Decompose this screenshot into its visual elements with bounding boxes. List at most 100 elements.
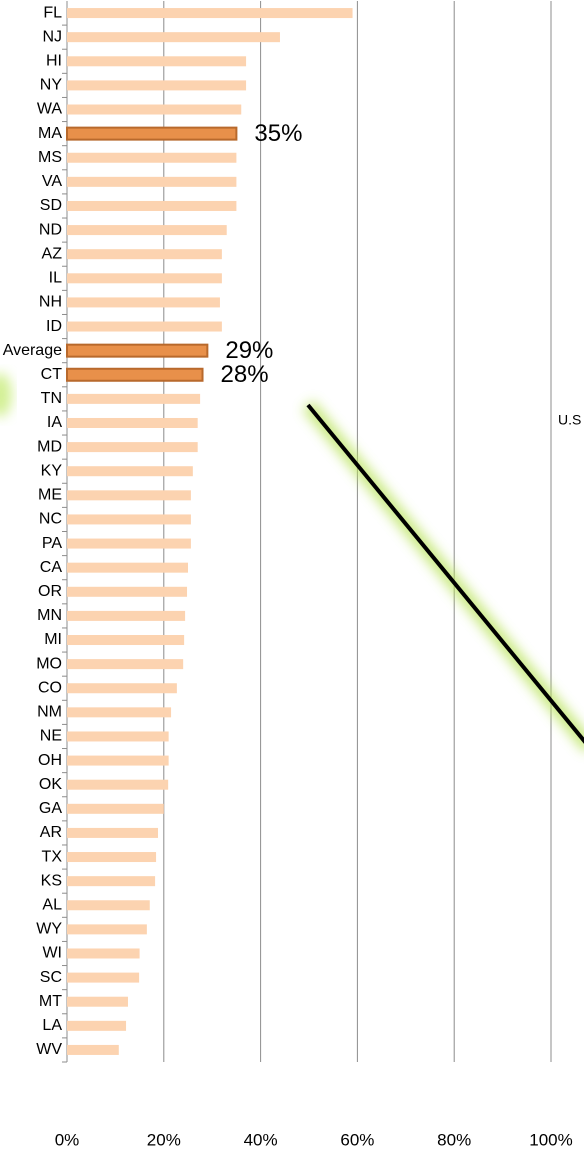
y-tick-label: SD [40, 197, 62, 214]
y-tick-label: OK [39, 776, 62, 793]
y-tick-label: MI [44, 631, 62, 648]
bar [67, 972, 140, 983]
bar [67, 562, 188, 573]
bar [67, 924, 147, 935]
bar [67, 996, 128, 1007]
bar [66, 126, 238, 141]
bar [67, 731, 169, 742]
bar [67, 80, 247, 91]
y-tick-label: CO [38, 679, 62, 696]
y-tick-label: WY [36, 921, 62, 938]
y-tick-label: NJ [42, 28, 62, 45]
bar [67, 297, 220, 308]
bar [67, 755, 169, 766]
bar [67, 176, 237, 187]
bar [67, 249, 222, 260]
x-tick-label: 80% [437, 1130, 471, 1149]
y-tick-label: KY [41, 462, 63, 479]
bar [67, 779, 169, 790]
y-tick-label: TN [41, 390, 62, 407]
y-tick-label: WA [37, 101, 63, 118]
bar [66, 343, 209, 358]
bar [67, 876, 156, 887]
x-tick-label: 0% [55, 1130, 80, 1149]
bar [67, 225, 227, 236]
data-label: 29% [225, 337, 273, 364]
bar [67, 490, 191, 501]
y-tick-label: MD [37, 438, 62, 455]
y-tick-label: NY [40, 77, 63, 94]
y-tick-label: VA [42, 173, 62, 190]
y-tick-label: HI [46, 53, 62, 70]
x-tick-label: 40% [244, 1130, 278, 1149]
y-tick-label: AZ [42, 245, 63, 262]
bar [67, 417, 198, 428]
bar [67, 200, 237, 211]
x-tick-label: 20% [147, 1130, 181, 1149]
bar [67, 393, 201, 404]
y-tick-label: OR [38, 583, 62, 600]
y-tick-label: MO [36, 655, 62, 672]
y-tick-label: WV [36, 1041, 62, 1058]
bar [67, 803, 164, 814]
y-tick-label: ID [46, 318, 62, 335]
bar [67, 586, 188, 597]
bar [67, 442, 198, 453]
glow-shape [0, 373, 12, 417]
y-tick-label: AL [42, 896, 62, 913]
bar [67, 56, 247, 67]
y-tick-label: TX [42, 848, 63, 865]
y-tick-label: CA [40, 559, 63, 576]
plot: 0% 20% 40% 60% 80% 100% FL NJ HI NY WA MA 35% MS VA SD N… [0, 1, 573, 1149]
bar [67, 707, 172, 718]
bar [67, 514, 191, 525]
y-tick-label: WI [42, 945, 62, 962]
bar [67, 683, 177, 694]
bar [67, 466, 193, 477]
bar [67, 104, 242, 115]
bar [67, 610, 186, 621]
bar [67, 1044, 119, 1055]
x-tick-label: 100% [529, 1130, 572, 1149]
y-tick-label: OH [38, 752, 62, 769]
bar [67, 635, 185, 646]
bar [67, 152, 237, 163]
bar [67, 948, 140, 959]
data-label: 35% [254, 120, 302, 147]
y-tick-label: KS [41, 872, 62, 889]
y-tick-label: GA [39, 800, 62, 817]
bar [67, 32, 280, 43]
y-tick-label: IA [47, 414, 62, 431]
bar [67, 1020, 127, 1031]
y-tick-label: NM [37, 704, 62, 721]
y-tick-label: CT [41, 366, 63, 383]
y-tick-label: NE [40, 728, 62, 745]
bar [67, 659, 184, 670]
bar [66, 367, 204, 382]
bar [67, 852, 157, 863]
y-tick-label: LA [42, 1017, 62, 1034]
y-tick-label: SC [40, 969, 62, 986]
bar [67, 900, 150, 911]
y-tick-label: ME [38, 487, 62, 504]
bar [67, 827, 158, 838]
bar [67, 273, 222, 284]
y-tick-label: U.S. Average [0, 342, 62, 359]
y-tick-label: ND [39, 221, 62, 238]
y-tick-label: MN [37, 607, 62, 624]
y-tick-label: MA [38, 125, 62, 142]
x-tick-label: 60% [340, 1130, 374, 1149]
annotation: U.S [558, 412, 581, 428]
y-tick-label: AR [40, 824, 62, 841]
y-tick-label: MT [39, 993, 62, 1010]
bar [67, 321, 222, 332]
y-tick-label: IL [49, 270, 62, 287]
bar [67, 8, 353, 19]
y-tick-label: FL [43, 4, 62, 21]
bar [67, 538, 191, 549]
pointer-line [306, 403, 584, 744]
y-tick-label: NC [39, 511, 62, 528]
y-tick-label: MS [38, 149, 62, 166]
data-label: 28% [221, 361, 269, 388]
